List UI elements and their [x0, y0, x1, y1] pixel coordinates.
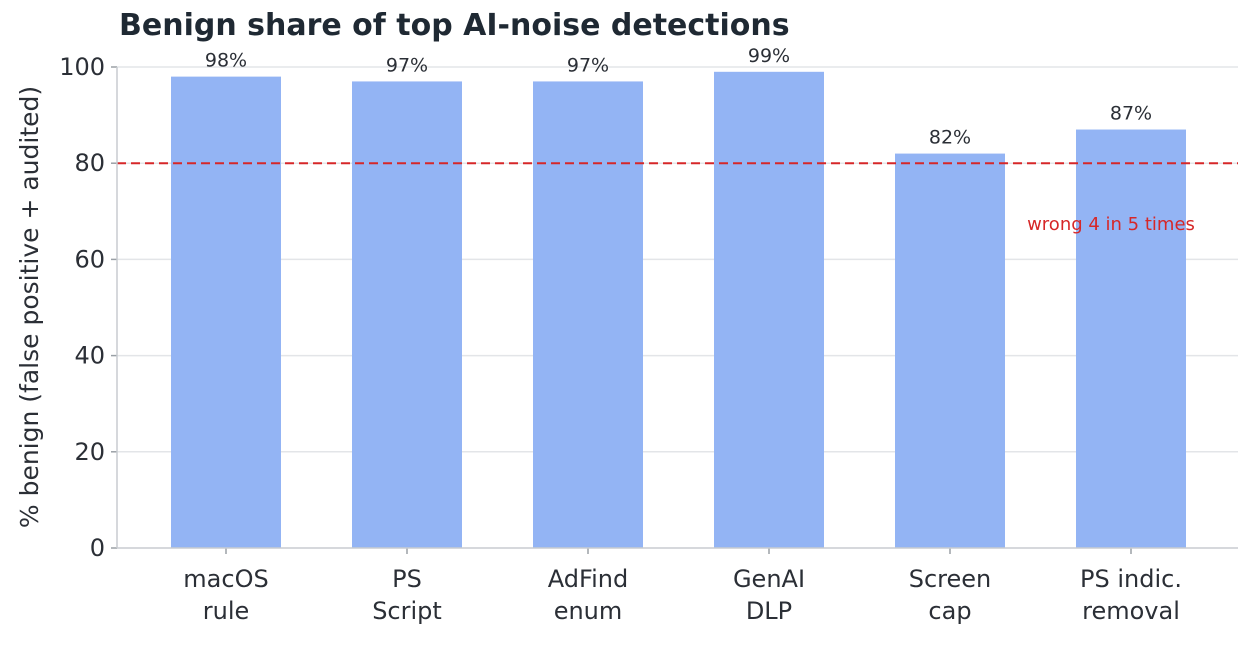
x-tick-label-line: removal [1082, 597, 1180, 625]
x-tick-label: PS Script [372, 565, 442, 625]
x-tick-label-line: AdFind [548, 565, 628, 593]
y-tick-label: 80 [74, 149, 105, 177]
data-label: 99% [748, 45, 790, 67]
data-label: 98% [205, 50, 247, 72]
data-label: 82% [929, 127, 971, 149]
x-tick-label-line: PS indic. [1080, 565, 1182, 593]
gridlines [117, 66, 1238, 453]
data-label: 97% [567, 54, 609, 76]
y-tick-label: 40 [74, 342, 105, 370]
chart-title: Benign share of top AI-noise detections [119, 8, 790, 43]
bar [1076, 129, 1186, 548]
y-tick-label: 60 [74, 245, 105, 273]
x-tick-label: GenAI DLP [733, 565, 805, 625]
axes [111, 66, 1238, 554]
bar [714, 71, 824, 548]
threshold-annotation: wrong 4 in 5 times [1027, 214, 1195, 235]
x-tick-label-line: Script [372, 597, 442, 625]
labels: 0 20 40 60 80 100 98% macOS rule 97% PS Script 97% Ad… [59, 45, 1182, 625]
x-tick-label: Screen cap [909, 565, 992, 625]
data-label: 97% [386, 54, 428, 76]
x-tick-label: AdFind enum [548, 565, 628, 625]
x-tick-label-line: DLP [746, 597, 792, 625]
y-tick-label: 0 [90, 534, 105, 562]
bar [352, 81, 462, 549]
x-tick-label-line: macOS [183, 565, 268, 593]
y-tick-label: 100 [59, 53, 105, 81]
bars [171, 71, 1186, 549]
x-tick-label: PS indic. removal [1080, 565, 1182, 625]
y-tick-label: 20 [74, 438, 105, 466]
data-label: 87% [1110, 103, 1152, 125]
bar [895, 153, 1005, 548]
x-tick-label-line: cap [928, 597, 971, 625]
x-tick-label-line: GenAI [733, 565, 805, 593]
x-tick-label-line: rule [203, 597, 250, 625]
x-tick-label: macOS rule [183, 565, 268, 625]
x-tick-label-line: enum [554, 597, 623, 625]
bar [171, 76, 281, 549]
x-tick-label-line: PS [392, 565, 422, 593]
bar [533, 81, 643, 549]
y-axis-title: % benign (false positive + audited) [15, 86, 44, 528]
x-tick-label-line: Screen [909, 565, 992, 593]
